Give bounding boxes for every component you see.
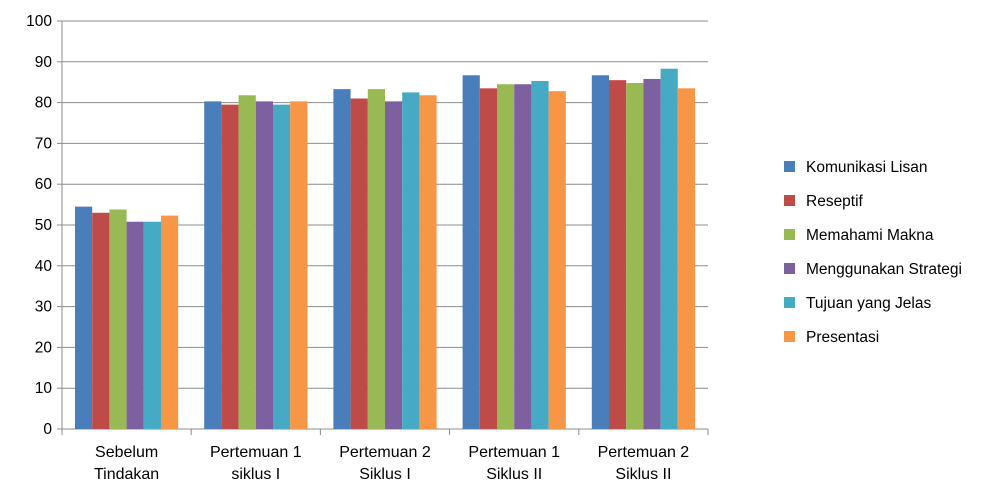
- x-tick-label: Siklus I: [359, 466, 411, 481]
- bar: [238, 95, 256, 430]
- legend-label: Komunikasi Lisan: [806, 159, 927, 176]
- x-tick-label: Sebelum: [95, 444, 158, 461]
- bar: [221, 104, 239, 429]
- bar: [677, 88, 695, 429]
- y-tick-label: 50: [35, 217, 53, 234]
- legend-label: Reseptif: [806, 193, 864, 210]
- legend-label: Memahami Makna: [806, 227, 934, 244]
- y-tick-label: 100: [26, 13, 52, 30]
- y-tick-label: 90: [35, 54, 53, 71]
- y-tick-label: 20: [35, 339, 53, 356]
- y-tick-label: 60: [35, 176, 53, 193]
- bar: [273, 104, 291, 429]
- bar: [92, 212, 110, 429]
- bar: [591, 75, 609, 429]
- bar: [143, 221, 161, 429]
- legend-label: Menggunakan Strategi: [806, 261, 962, 278]
- bar: [161, 215, 179, 429]
- bar: [548, 91, 566, 430]
- bar: [204, 101, 222, 429]
- bar: [126, 221, 144, 429]
- y-tick-label: 70: [35, 135, 53, 152]
- bar: [531, 80, 549, 429]
- bar: [462, 75, 480, 429]
- bar: [350, 98, 368, 430]
- y-tick-label: 30: [35, 299, 53, 316]
- bar: [402, 92, 420, 430]
- legend-swatch: [784, 229, 795, 240]
- y-tick-label: 0: [43, 421, 52, 438]
- x-tick-label: Siklus II: [615, 466, 671, 481]
- bar: [255, 101, 273, 429]
- x-tick-label: Pertemuan 1: [210, 444, 302, 461]
- legend-label: Tujuan yang Jelas: [806, 295, 931, 312]
- x-tick-label: Tindakan: [94, 466, 159, 481]
- legend-swatch: [784, 161, 795, 172]
- bar: [609, 80, 627, 429]
- x-tick-label: siklus I: [231, 466, 280, 481]
- bar: [497, 84, 515, 430]
- x-tick-label: Pertemuan 1: [468, 444, 560, 461]
- bar: [514, 84, 532, 430]
- y-tick-label: 40: [35, 258, 53, 275]
- bar: [419, 95, 437, 430]
- x-tick-label: Siklus II: [486, 466, 542, 481]
- legend-swatch: [784, 297, 795, 308]
- x-tick-label: Pertemuan 2: [339, 444, 431, 461]
- legend-label: Presentasi: [806, 329, 879, 346]
- bar: [75, 206, 93, 429]
- bar: [109, 209, 127, 429]
- bar: [333, 89, 351, 430]
- bar: [367, 89, 385, 430]
- x-tick-label: Pertemuan 2: [598, 444, 690, 461]
- bar: [479, 88, 497, 429]
- legend-swatch: [784, 263, 795, 274]
- bar: [290, 101, 308, 429]
- y-tick-label: 10: [35, 380, 53, 397]
- bar: [643, 78, 661, 429]
- legend-swatch: [784, 331, 795, 342]
- legend-swatch: [784, 195, 795, 206]
- y-tick-label: 80: [35, 95, 53, 112]
- bar: [660, 68, 678, 430]
- bar: [626, 83, 644, 430]
- bar: [385, 101, 403, 429]
